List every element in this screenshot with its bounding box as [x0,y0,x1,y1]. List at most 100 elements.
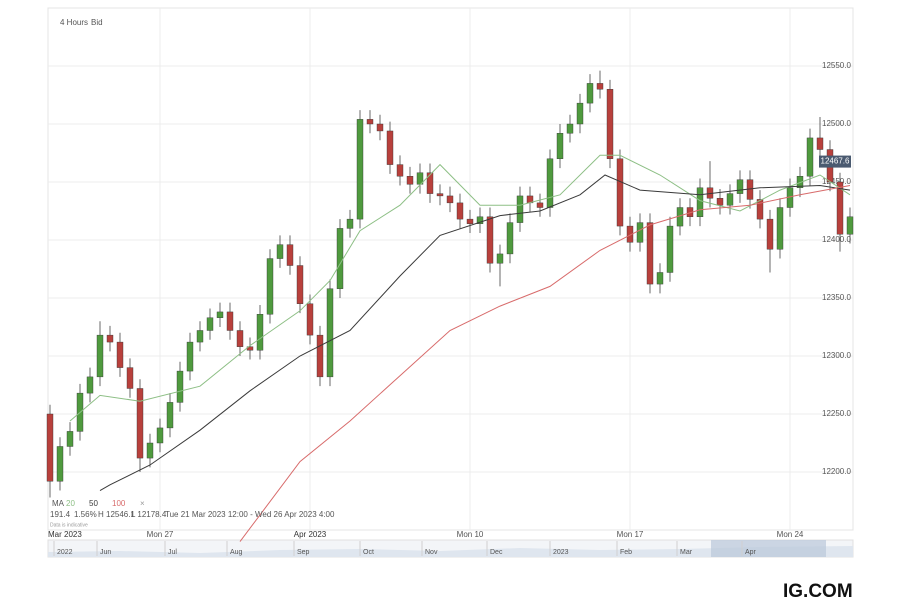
navigator-label: Nov [425,549,438,556]
candle-body [726,193,734,206]
candle-body [86,376,94,394]
candle-body [156,427,164,444]
navigator-label: Apr [745,549,757,556]
candle-body [776,207,784,250]
navigator-label: Aug [230,549,243,556]
x-tick-label: Mon 27 [147,530,174,539]
candle-body [126,367,134,389]
last-price-label: 12467.6 [821,157,850,166]
stat-high: H 12546.1 [98,510,135,519]
candle-body [66,431,74,447]
candle-body [666,225,674,273]
navigator-label: 2023 [553,549,569,556]
logo: IG.COM [783,581,853,600]
candle-body [346,218,354,229]
candle-body [406,175,414,185]
legend-title: MA [52,499,65,508]
candle-body [96,334,104,378]
price-type-label[interactable]: Bid [91,18,103,27]
stat-change-pct: 1.56% [74,510,97,519]
navigator-label: Dec [490,549,503,556]
x-tick-label: Mar 2023 [48,530,82,539]
x-tick-label: Apr 2023 [294,530,327,539]
candle-body [216,311,224,318]
candle-body [206,317,214,331]
candle-body [326,288,334,378]
candle-body [716,198,724,206]
candle-body [436,193,444,197]
candle-body [516,195,524,223]
candle-body [836,181,844,235]
ma-line [99,174,851,492]
candle-body [336,228,344,289]
candle-body [556,133,564,159]
candle-body [806,137,814,177]
navigator-label: Sep [297,549,310,556]
legend-entry: 50 [89,499,98,508]
candle-body [766,218,774,250]
candle-body [576,102,584,125]
navigator-label: Oct [363,549,374,556]
candle-body [236,330,244,347]
candle-body [696,187,704,218]
candle-body [456,202,464,220]
legend-entry: 20 [66,499,75,508]
navigator[interactable]: 2022 Jun Jul Aug Sep Oct Nov Dec 2023 Feb Mar Apr [47,539,854,558]
candle-body [446,195,454,204]
candle-body [756,199,764,220]
stat-range: Tue 21 Mar 2023 12:00 - Wed 26 Apr 2023 … [165,510,335,519]
navigator-label: Feb [620,549,632,556]
candle-body [356,119,364,220]
candle-body [286,244,294,266]
candle-body [116,341,124,368]
navigator-area [48,546,853,557]
y-tick-label: 12450.0 [822,177,851,186]
interval-label[interactable]: 4 Hours [60,18,88,27]
x-tick-label: Mon 17 [617,530,644,539]
candle-body [296,265,304,304]
candle-body [636,222,644,243]
legend-entry: 100 [112,499,126,508]
candle-body [366,119,374,125]
candle-body [176,370,184,403]
plot-frame [47,7,854,531]
candle-body [496,253,504,264]
candle-body [656,272,664,285]
candle-body [226,311,234,331]
candle-body [196,330,204,343]
candle-body [546,158,554,208]
navigator-window[interactable] [711,540,826,557]
y-tick-label: 12300.0 [822,351,851,360]
y-tick-label: 12500.0 [822,119,851,128]
stat-change: 191.4 [50,510,71,519]
candle-body [396,164,404,177]
candle-body [266,258,274,315]
navigator-label: Jul [168,549,177,556]
candle-body [426,172,434,194]
candle-body [736,179,744,194]
candle-body [186,341,194,372]
candle-body [816,137,824,150]
candle-body [506,222,514,255]
ma-line [239,185,851,542]
navigator-label: Jun [100,549,111,556]
candle-body [386,130,394,165]
candle-body [56,446,64,482]
candle-body [646,222,654,285]
candle-body [626,225,634,243]
y-tick-label: 12550.0 [822,61,851,70]
y-tick-label: 12250.0 [822,409,851,418]
candle-body [106,334,114,343]
candle-body [566,123,574,134]
candle-body [306,303,314,336]
candle-body [146,442,154,459]
candle-body [586,83,594,104]
candle-body [486,216,494,264]
candle-body [136,388,144,459]
candle-body [166,402,174,429]
y-tick-label: 12400.0 [822,235,851,244]
candle-body [596,83,604,90]
candle-body [466,218,474,224]
